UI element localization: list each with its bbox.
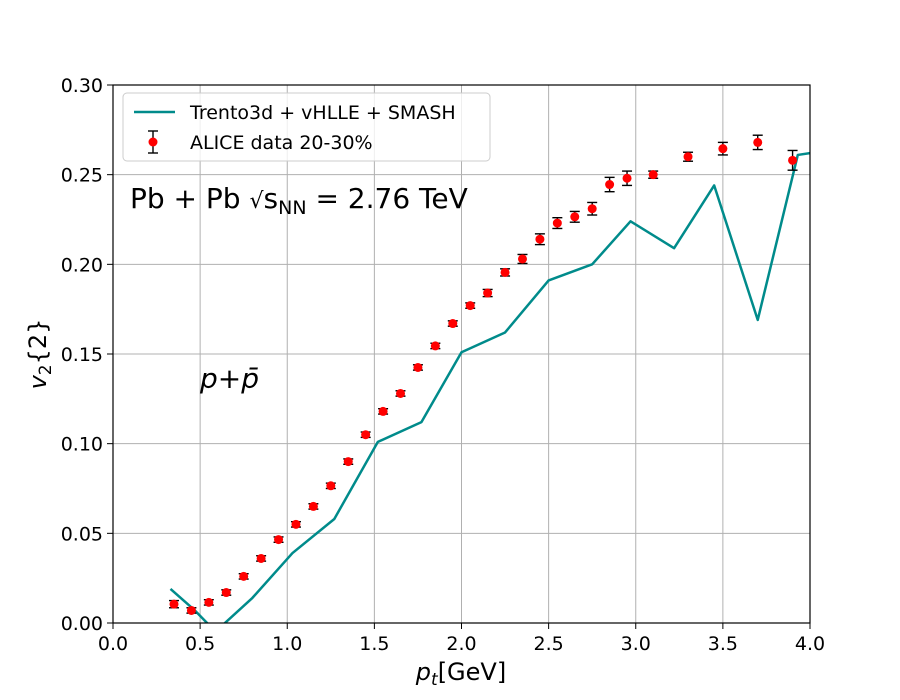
data-point [308, 501, 319, 511]
data-marker [683, 152, 693, 162]
data-marker [308, 501, 318, 511]
data-point [587, 201, 598, 216]
data-point [604, 176, 615, 193]
data-marker [343, 457, 353, 467]
data-point [168, 599, 179, 609]
data-marker [622, 173, 632, 183]
data-marker [465, 301, 475, 311]
x-tick-label: 0.0 [98, 633, 128, 655]
data-point [290, 519, 301, 529]
series-layer [168, 134, 810, 623]
legend-label-data: ALICE data 20-30% [190, 132, 373, 154]
data-point [569, 210, 580, 223]
data-marker [605, 180, 615, 190]
data-point [221, 588, 232, 598]
y-tick-label: 0.00 [61, 613, 103, 635]
legend-errorbar-swatch [148, 130, 158, 154]
data-point [622, 170, 633, 187]
data-marker [186, 605, 196, 615]
model-series-line [169, 151, 810, 623]
data-point [395, 388, 406, 398]
data-point [360, 430, 371, 440]
data-marker [788, 155, 798, 165]
data-marker [500, 267, 510, 277]
data-marker [413, 362, 423, 372]
data-marker [552, 218, 562, 228]
data-point [256, 553, 267, 563]
y-tick-label: 0.20 [61, 254, 103, 276]
data-point [325, 481, 336, 491]
data-point [343, 457, 354, 467]
x-tick-label: 2.5 [534, 633, 564, 655]
x-tick-label: 3.0 [621, 633, 651, 655]
data-point [787, 149, 798, 171]
data-point [500, 267, 511, 277]
legend-label-model: Trento3d + vHLLE + SMASH [189, 102, 456, 124]
y-axis-title: v2{2} [24, 319, 56, 390]
data-point [534, 233, 545, 246]
data-point [752, 134, 763, 151]
data-point [378, 406, 389, 416]
x-axis-title: pt[GeV] [415, 658, 506, 690]
data-marker [648, 170, 658, 180]
data-marker [483, 288, 493, 298]
data-marker [448, 319, 458, 329]
data-point [648, 170, 659, 180]
x-tick-label: 1.5 [359, 633, 389, 655]
axis-ticks: 0.0 0.5 1.0 1.5 2.0 2.5 3.0 3.5 4.0 0.00 0.05 0.10 0… [61, 75, 825, 655]
data-marker [256, 553, 266, 563]
data-point [482, 288, 493, 298]
data-marker [570, 212, 580, 222]
data-marker [517, 254, 527, 264]
data-point [273, 535, 284, 545]
data-point [186, 605, 197, 615]
data-marker [587, 204, 597, 214]
grid-lines [113, 85, 810, 623]
data-marker [378, 406, 388, 416]
data-marker [169, 599, 179, 609]
x-tick-label: 1.0 [272, 633, 302, 655]
data-marker [361, 430, 371, 440]
data-point [203, 597, 214, 607]
data-point [717, 141, 728, 156]
data-point [465, 301, 476, 311]
data-marker [204, 597, 214, 607]
legend-marker [148, 137, 158, 147]
data-marker [326, 481, 336, 491]
y-tick-label: 0.15 [61, 344, 103, 366]
x-tick-label: 2.0 [446, 633, 476, 655]
y-tick-label: 0.25 [61, 165, 103, 187]
data-marker [239, 571, 249, 581]
data-point [412, 362, 423, 372]
data-point [552, 217, 563, 230]
data-point [517, 253, 528, 265]
legend-box [122, 92, 491, 162]
data-marker [274, 535, 284, 545]
legend: Trento3d + vHLLE + SMASH ALICE data 20-3… [122, 92, 491, 162]
data-marker [718, 144, 728, 154]
y-tick-label: 0.10 [61, 434, 103, 456]
data-marker [396, 388, 406, 398]
data-point [447, 319, 458, 329]
data-marker [291, 519, 301, 529]
x-tick-label: 4.0 [795, 633, 825, 655]
collision-system-annotation: Pb + Pb √sNN = 2.76 TeV [130, 182, 468, 219]
y-tick-label: 0.05 [61, 523, 103, 545]
particle-annotation: p+p̄ [199, 362, 259, 395]
y-tick-label: 0.30 [61, 75, 103, 97]
data-marker [430, 341, 440, 351]
data-point [238, 571, 249, 581]
x-tick-label: 0.5 [185, 633, 215, 655]
data-marker [221, 588, 231, 598]
data-marker [753, 137, 763, 147]
data-point [683, 151, 694, 162]
data-marker [535, 234, 545, 244]
x-tick-label: 3.5 [708, 633, 738, 655]
data-point [430, 341, 441, 351]
